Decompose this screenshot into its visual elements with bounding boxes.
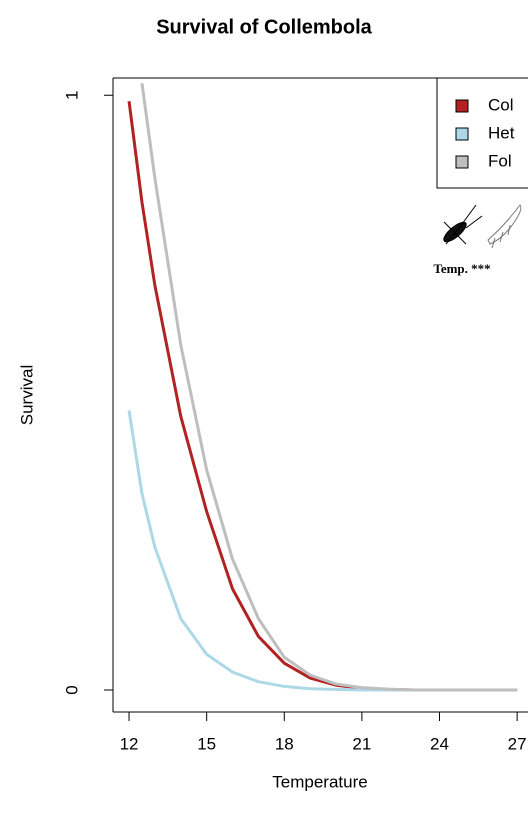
x-tick-label: 12 bbox=[120, 734, 139, 753]
insect-icons bbox=[443, 204, 522, 249]
legend-swatch bbox=[455, 155, 469, 169]
series-line bbox=[127, 410, 518, 692]
y-tick-label: 1 bbox=[62, 91, 81, 100]
legend-label: Het bbox=[488, 123, 515, 142]
y-axis-label: Survival bbox=[17, 365, 36, 425]
legend-label: Col bbox=[488, 95, 514, 114]
plot-area bbox=[127, 83, 518, 692]
x-tick-label: 24 bbox=[430, 734, 449, 753]
series-line bbox=[140, 83, 518, 692]
series-line bbox=[127, 101, 518, 692]
x-axis-label: Temperature bbox=[272, 772, 367, 791]
y-tick-label: 0 bbox=[62, 685, 81, 694]
legend-label: Fol bbox=[488, 151, 512, 170]
x-tick-label: 21 bbox=[352, 734, 371, 753]
legend-swatch bbox=[455, 99, 469, 113]
x-tick-label: 27 bbox=[508, 734, 527, 753]
x-tick-label: 18 bbox=[275, 734, 294, 753]
chart-title: Survival of Collembola bbox=[156, 16, 372, 38]
x-tick-label: 15 bbox=[197, 734, 216, 753]
annotation: Temp. *** bbox=[433, 261, 490, 276]
legend-swatch bbox=[455, 127, 469, 141]
